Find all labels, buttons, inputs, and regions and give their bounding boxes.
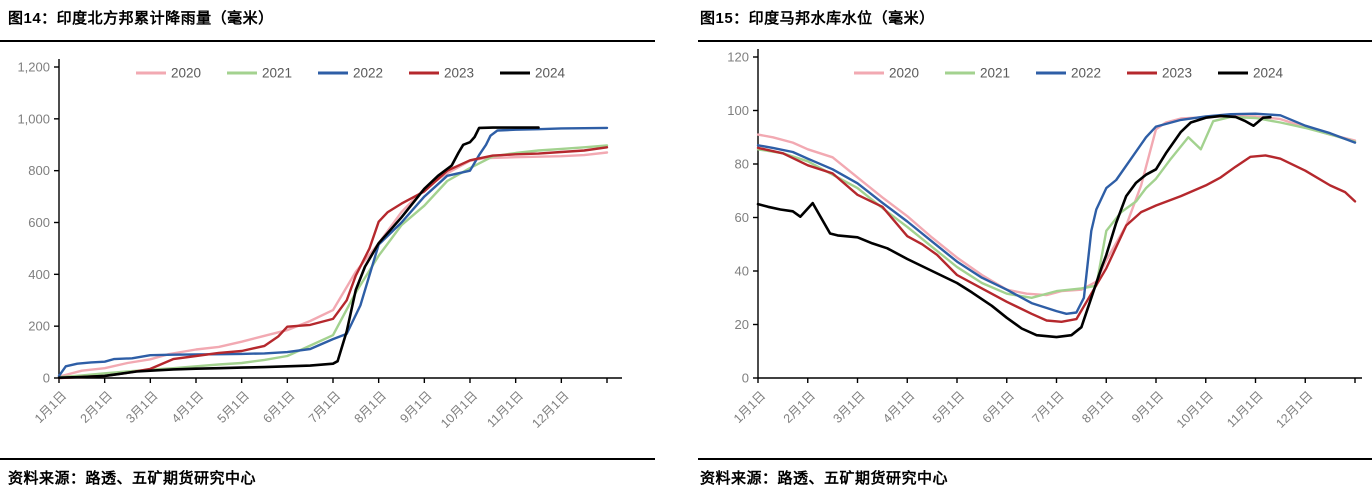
x-tick-label: 6月1日: [980, 388, 1017, 425]
series-line-2023: [756, 146, 1357, 323]
x-tick-label: 2月1日: [78, 388, 115, 425]
rainfall-line-chart: 0 200 400 600 800 1,000 1,200 1月1日 2月1日 3月1日 4月1日 5…: [17, 59, 622, 431]
x-tick-label: 10月1日: [438, 388, 480, 430]
series-line-2022: [57, 126, 609, 378]
figure-14-title: 图14：印度北方邦累计降雨量（毫米）: [8, 10, 274, 27]
legend-item-2021: 2021: [945, 66, 1010, 81]
legend-label: 2022: [1071, 66, 1101, 81]
legend-label: 2020: [171, 66, 201, 81]
y-tick-label: 100: [727, 103, 749, 118]
legend-item-2020: 2020: [136, 66, 201, 81]
x-tick-label: 5月1日: [215, 388, 252, 425]
x-tick-label: 12月1日: [529, 388, 571, 430]
y-tick-label: 200: [28, 319, 50, 334]
x-tick-label: 1月1日: [32, 388, 69, 425]
x-tick-label: 11月1日: [1224, 388, 1266, 430]
tick-marks: [753, 56, 1356, 383]
x-tick-label: 10月1日: [1174, 388, 1216, 430]
y-tick-label: 0: [43, 371, 50, 386]
legend-item-2024: 2024: [1218, 66, 1284, 81]
x-tick-label: 4月1日: [880, 388, 917, 425]
y-tick-label: 800: [28, 163, 50, 178]
legend-item-2023: 2023: [409, 66, 474, 81]
figure-15-title: 图15：印度马邦水库水位（毫米）: [700, 10, 935, 27]
figure-14-block: 图14：印度北方邦累计降雨量（毫米） 0 200 400 600 800 1,000 1,2…: [0, 10, 655, 487]
x-tick-label: 7月1日: [306, 388, 343, 425]
tick-marks: [54, 66, 608, 383]
x-tick-label: 8月1日: [1079, 388, 1116, 425]
x-axis-labels: 1月1日 2月1日 3月1日 4月1日 5月1日 6月1日 7月1日 8月1日 9月1日 10月1…: [731, 388, 1316, 430]
figure-14-source-note: 资料来源：路透、五矿期货研究中心: [8, 470, 257, 487]
x-tick-label: 9月1日: [1129, 388, 1166, 425]
series-line-2024: [756, 114, 1272, 339]
legend-label: 2023: [1162, 66, 1192, 81]
legend-label: 2021: [980, 66, 1010, 81]
x-tick-label: 1月1日: [731, 388, 768, 425]
figure-15-block: 图15：印度马邦水库水位（毫米） 0 20 40 60 80 100 120 1月1日 2月1日…: [686, 0, 1372, 495]
legend-label: 2023: [444, 66, 474, 81]
y-tick-label: 20: [735, 317, 749, 332]
y-tick-label: 60: [735, 210, 749, 225]
axes: [58, 59, 622, 379]
x-tick-label: 3月1日: [830, 388, 867, 425]
legend-item-2021: 2021: [227, 66, 292, 81]
legend-label: 2021: [262, 66, 292, 81]
x-tick-label: 6月1日: [260, 388, 297, 425]
y-tick-label: 40: [735, 264, 749, 279]
figure-15-title-rule: [698, 40, 1372, 42]
y-tick-label: 1,200: [17, 60, 50, 75]
series-lines: [756, 112, 1357, 339]
y-axis-labels: 0 20 40 60 80 100 120: [727, 50, 749, 386]
legend: 2020 2021 2022 2023 2024: [854, 66, 1284, 81]
figure-15-source-note: 资料来源：路透、五矿期货研究中心: [700, 470, 949, 487]
series-lines: [57, 126, 609, 380]
x-tick-label: 9月1日: [397, 388, 434, 425]
legend-label: 2022: [353, 66, 383, 81]
figure-14-source-rule: [0, 458, 655, 460]
legend: 2020 2021 2022 2023 2024: [136, 66, 566, 81]
legend-item-2024: 2024: [500, 66, 566, 81]
legend-label: 2020: [889, 66, 919, 81]
series-line-2020: [57, 151, 609, 378]
figure-14-title-rule: [0, 40, 655, 42]
x-tick-label: 5月1日: [930, 388, 967, 425]
y-tick-label: 600: [28, 215, 50, 230]
y-tick-label: 120: [727, 50, 749, 65]
y-axis-labels: 0 200 400 600 800 1,000 1,200: [17, 60, 50, 386]
legend-label: 2024: [535, 66, 566, 81]
y-tick-label: 80: [735, 157, 749, 172]
reservoir-line-chart: 0 20 40 60 80 100 120 1月1日 2月1日 3月1日 4月1日 5月1日 6月1日 7…: [727, 49, 1362, 431]
y-tick-label: 0: [742, 371, 749, 386]
legend-item-2022: 2022: [1036, 66, 1101, 81]
axes: [757, 49, 1362, 379]
figure-15-source-rule: [698, 458, 1372, 460]
series-line-2023: [57, 146, 609, 380]
y-tick-label: 400: [28, 267, 50, 282]
legend-label: 2024: [1253, 66, 1284, 81]
series-line-2021: [57, 144, 609, 379]
series-line-2021: [756, 115, 1357, 300]
x-tick-label: 12月1日: [1273, 388, 1315, 430]
legend-item-2023: 2023: [1127, 66, 1192, 81]
legend-item-2022: 2022: [318, 66, 383, 81]
series-line-2024: [57, 126, 540, 380]
x-tick-label: 4月1日: [169, 388, 206, 425]
x-tick-label: 11月1日: [484, 388, 526, 430]
x-tick-label: 7月1日: [1029, 388, 1066, 425]
x-tick-label: 8月1日: [352, 388, 389, 425]
y-tick-label: 1,000: [17, 111, 50, 126]
series-line-2020: [756, 114, 1357, 297]
x-tick-label: 3月1日: [123, 388, 160, 425]
x-axis-labels: 1月1日 2月1日 3月1日 4月1日 5月1日 6月1日 7月1日 8月1日 9月1日 10月1…: [32, 388, 572, 430]
legend-item-2020: 2020: [854, 66, 919, 81]
x-tick-label: 2月1日: [781, 388, 818, 425]
series-line-2022: [756, 112, 1357, 315]
